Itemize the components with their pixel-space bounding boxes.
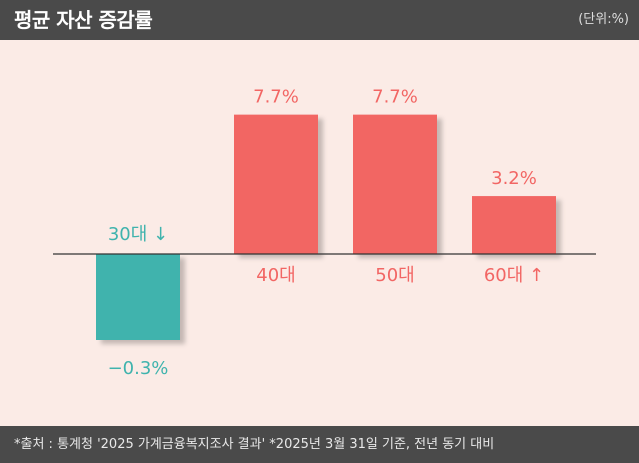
- footer-band: *출처 : 통계청 '2025 가계금융복지조사 결과' *2025년 3월 3…: [0, 426, 639, 463]
- chart-title: 평균 자산 증감률: [14, 8, 153, 32]
- bar-1: [234, 114, 318, 254]
- value-label-1: 7.7%: [253, 87, 299, 108]
- category-label-1: 40대: [256, 265, 295, 286]
- source-note: *출처 : 통계청 '2025 가계금융복지조사 결과' *2025년 3월 3…: [14, 437, 495, 452]
- unit-label: (단위:%): [578, 12, 629, 27]
- category-label-0: 30대 ↓: [108, 224, 168, 245]
- value-label-3: 3.2%: [491, 168, 537, 189]
- category-label-3: 60대 ↑: [484, 265, 544, 286]
- bar-chart: −0.3% 30대 ↓ 7.7% 40대 7.7% 50대 3.2% 60대 ↑: [53, 87, 596, 379]
- bar-0: [96, 254, 180, 340]
- bar-3: [472, 196, 556, 254]
- header-band: 평균 자산 증감률 (단위:%): [0, 0, 639, 40]
- value-label-2: 7.7%: [372, 87, 418, 108]
- category-label-2: 50대: [375, 265, 414, 286]
- bar-2: [353, 114, 437, 254]
- value-label-0: −0.3%: [108, 358, 169, 379]
